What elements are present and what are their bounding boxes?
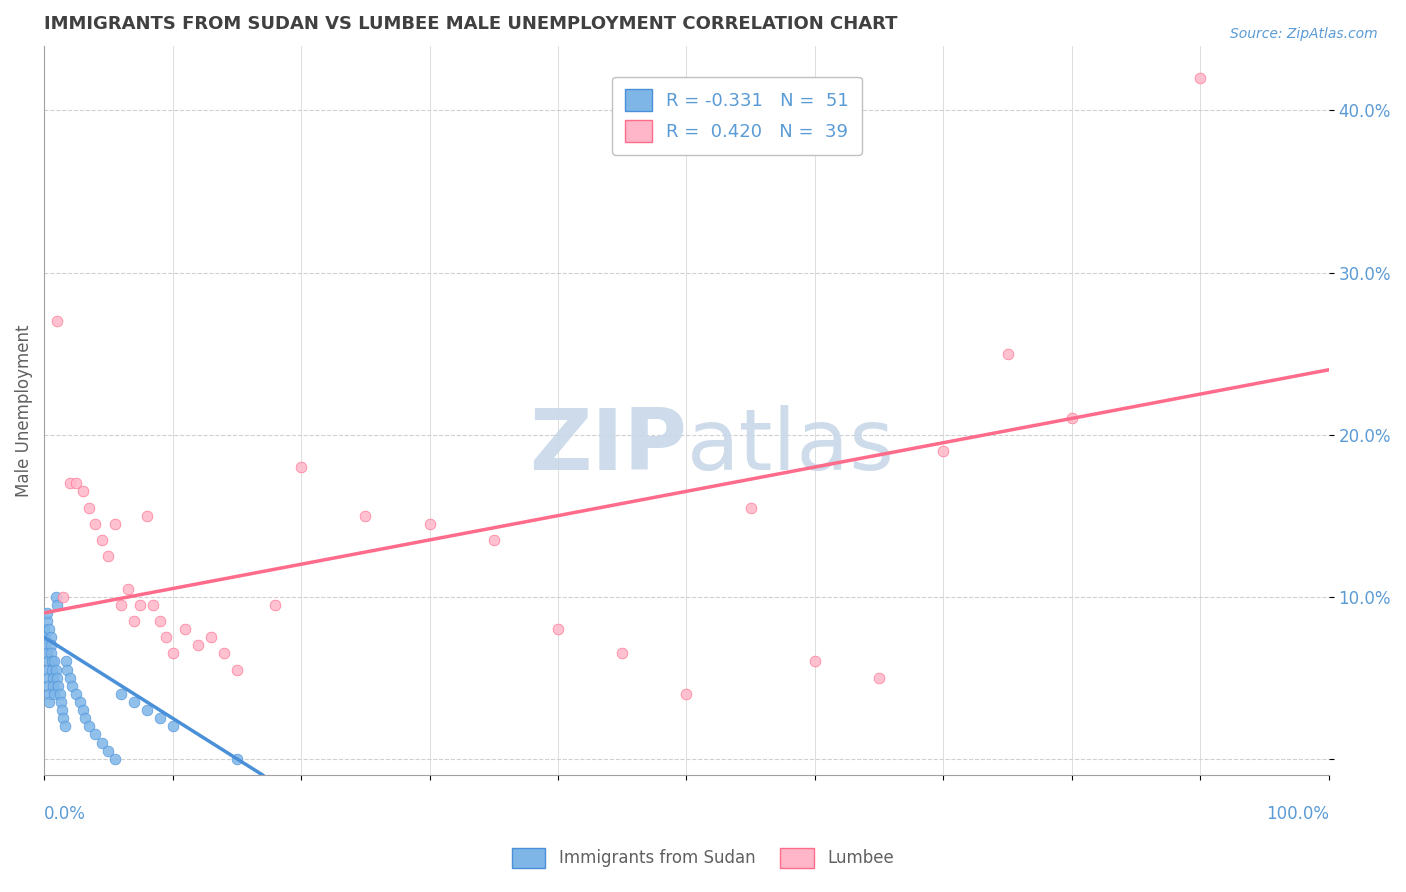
Point <box>84 727 107 741</box>
Point <box>84 516 107 531</box>
Point <box>52 711 75 725</box>
Text: IMMIGRANTS FROM SUDAN VS LUMBEE MALE UNEMPLOYMENT CORRELATION CHART: IMMIGRANTS FROM SUDAN VS LUMBEE MALE UNE… <box>44 15 897 33</box>
Point <box>46 671 69 685</box>
Point <box>37 679 59 693</box>
Point <box>38 687 60 701</box>
Point <box>142 598 165 612</box>
Point <box>547 622 569 636</box>
Point <box>149 614 172 628</box>
Point <box>1060 411 1083 425</box>
Point <box>60 679 83 693</box>
Point <box>129 598 152 612</box>
Point <box>225 663 247 677</box>
Point <box>32 622 55 636</box>
Point <box>51 703 73 717</box>
Point <box>110 687 132 701</box>
Text: atlas: atlas <box>686 405 894 488</box>
Point <box>52 590 75 604</box>
Point <box>932 443 955 458</box>
Point <box>117 582 139 596</box>
Point <box>135 703 157 717</box>
Text: 0.0%: 0.0% <box>44 805 86 823</box>
Point <box>35 646 58 660</box>
Point <box>41 655 63 669</box>
Point <box>740 500 762 515</box>
Point <box>35 614 58 628</box>
Point <box>612 646 634 660</box>
Point <box>72 703 94 717</box>
Point <box>90 735 112 749</box>
Point <box>200 630 222 644</box>
Point <box>39 638 62 652</box>
Point <box>38 695 60 709</box>
Point <box>41 663 63 677</box>
Point <box>174 622 197 636</box>
Point <box>354 508 377 523</box>
Point <box>53 719 76 733</box>
Point <box>42 679 65 693</box>
Point <box>45 663 67 677</box>
Point <box>110 598 132 612</box>
Legend: R = -0.331   N =  51, R =  0.420   N =  39: R = -0.331 N = 51, R = 0.420 N = 39 <box>612 77 862 155</box>
Point <box>37 671 59 685</box>
Point <box>65 687 87 701</box>
Point <box>72 484 94 499</box>
Point <box>90 533 112 547</box>
Point <box>212 646 235 660</box>
Point <box>55 655 77 669</box>
Point <box>45 590 67 604</box>
Point <box>69 695 91 709</box>
Point <box>39 630 62 644</box>
Point <box>34 630 56 644</box>
Point <box>264 598 287 612</box>
Point <box>225 752 247 766</box>
Legend: Immigrants from Sudan, Lumbee: Immigrants from Sudan, Lumbee <box>506 841 900 875</box>
Point <box>37 655 59 669</box>
Point <box>46 679 69 693</box>
Point <box>482 533 505 547</box>
Point <box>104 752 127 766</box>
Point <box>49 695 72 709</box>
Point <box>868 671 890 685</box>
Point <box>38 622 60 636</box>
Point <box>675 687 697 701</box>
Text: Source: ZipAtlas.com: Source: ZipAtlas.com <box>1230 27 1378 41</box>
Point <box>56 663 79 677</box>
Point <box>97 743 120 757</box>
Point <box>75 711 97 725</box>
Point <box>122 695 145 709</box>
Point <box>46 314 69 328</box>
Point <box>97 549 120 563</box>
Point <box>997 346 1019 360</box>
Point <box>46 598 69 612</box>
Point <box>155 630 177 644</box>
Point <box>48 687 70 701</box>
Text: 100.0%: 100.0% <box>1265 805 1329 823</box>
Point <box>34 638 56 652</box>
Point <box>149 711 172 725</box>
Point <box>44 687 66 701</box>
Point <box>37 663 59 677</box>
Point <box>42 671 65 685</box>
Point <box>122 614 145 628</box>
Point <box>59 671 82 685</box>
Point <box>418 516 440 531</box>
Point <box>1189 71 1212 86</box>
Point <box>35 606 58 620</box>
Point <box>59 476 82 491</box>
Point <box>104 516 127 531</box>
Point <box>77 719 100 733</box>
Point <box>162 646 184 660</box>
Point <box>65 476 87 491</box>
Text: ZIP: ZIP <box>529 405 686 488</box>
Point <box>290 460 312 475</box>
Point <box>162 719 184 733</box>
Point <box>44 655 66 669</box>
Point <box>804 655 827 669</box>
Point <box>135 508 157 523</box>
Point <box>77 500 100 515</box>
Point <box>187 638 209 652</box>
Point <box>39 646 62 660</box>
Y-axis label: Male Unemployment: Male Unemployment <box>15 324 32 497</box>
